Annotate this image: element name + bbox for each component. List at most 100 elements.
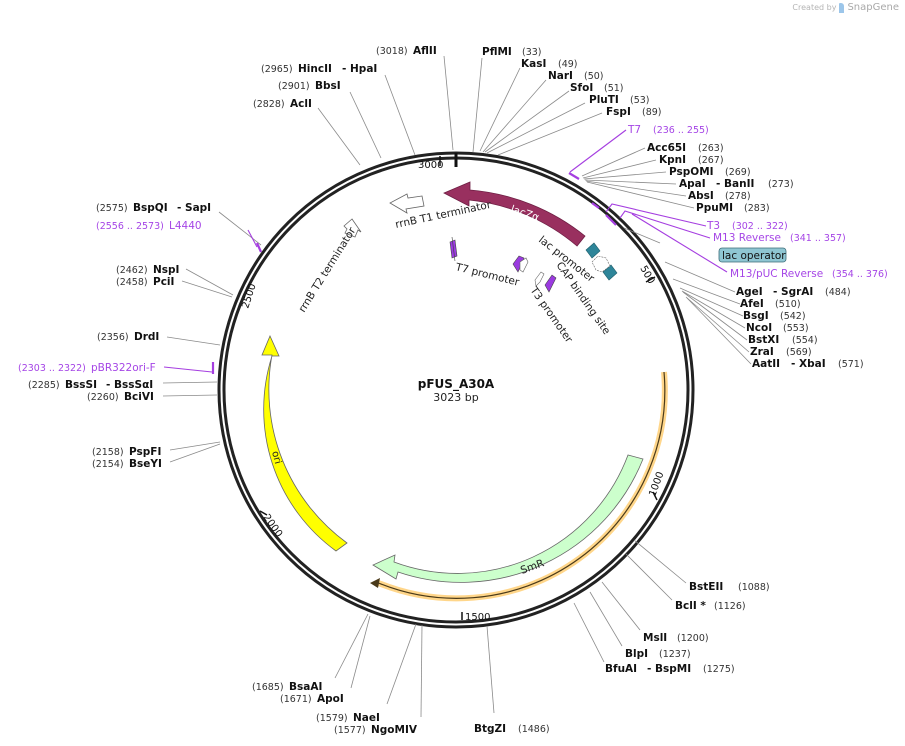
enzyme-ngomiv[interactable]: (1577) NgoMIV <box>334 724 418 736</box>
ori-label: ori <box>269 450 283 465</box>
svg-text:T7: T7 <box>627 124 641 136</box>
tick-1500: 1500 <box>465 612 490 623</box>
svg-text:PpuMI: PpuMI <box>696 202 733 214</box>
credit-brand: SnapGene <box>847 2 899 13</box>
enzyme-bcivi[interactable]: (2260) BciVI <box>87 391 154 403</box>
enzyme-afei[interactable]: AfeI (510) <box>740 298 801 310</box>
svg-text:KpnI: KpnI <box>659 154 686 166</box>
primer-t7[interactable]: T7 (236 .. 255) <box>627 124 709 136</box>
enzyme-aatii-xbai[interactable]: AatII - XbaI (571) <box>752 358 864 370</box>
svg-text:(2575): (2575) <box>96 203 128 214</box>
svg-text:- XbaI: - XbaI <box>791 358 826 370</box>
svg-text:(2965): (2965) <box>261 64 293 75</box>
svg-text:BlpI: BlpI <box>625 648 648 660</box>
enzyme-ppumi[interactable]: PpuMI (283) <box>696 202 770 214</box>
feature-t7-promoter[interactable]: T7 promoter <box>449 236 529 289</box>
primer-l4440[interactable]: (2556 .. 2573) L4440 <box>96 220 202 232</box>
credit-prefix: Created by <box>792 3 837 12</box>
enzyme-bsgi[interactable]: BsgI (542) <box>743 310 806 322</box>
enzyme-bfuai-bspmi[interactable]: BfuAI - BspMI (1275) <box>605 663 735 675</box>
svg-text:ZraI: ZraI <box>750 346 774 358</box>
enzyme-agei-sgrai[interactable]: AgeI - SgrAI (484) <box>736 286 851 298</box>
enzyme-pcii[interactable]: (2458) PciI <box>116 276 174 288</box>
enzyme-kasi[interactable]: KasI (49) <box>521 58 578 70</box>
enzyme-acc65i[interactable]: Acc65I (263) <box>647 142 724 154</box>
plasmid-length: 3023 bp <box>433 391 479 404</box>
svg-text:(2828): (2828) <box>253 99 285 110</box>
svg-text:lac operator: lac operator <box>722 250 786 262</box>
svg-text:PluTI: PluTI <box>589 94 619 106</box>
enzyme-apoi[interactable]: (1671) ApoI <box>280 693 344 705</box>
enzyme-naei[interactable]: (1579) NaeI <box>316 712 380 724</box>
svg-text:PspOMI: PspOMI <box>669 166 714 178</box>
svg-text:BseYI: BseYI <box>129 458 162 470</box>
svg-text:AflII: AflII <box>413 45 437 57</box>
enzyme-bsssi-bsssai[interactable]: (2285) BssSI - BssSαI <box>28 379 153 391</box>
enzyme-blpi[interactable]: BlpI (1237) <box>625 648 691 660</box>
enzyme-acli[interactable]: (2828) AclI <box>253 98 312 110</box>
enzyme-btgzi[interactable]: BtgZI (1486) <box>474 723 550 735</box>
svg-text:(89): (89) <box>642 107 662 118</box>
enzyme-sfoi[interactable]: SfoI (51) <box>570 82 624 94</box>
svg-text:(3018): (3018) <box>376 46 408 57</box>
enzyme-zrai[interactable]: ZraI (569) <box>750 346 812 358</box>
primer-m13-reverse[interactable]: M13 Reverse (341 .. 357) <box>713 232 846 244</box>
primer-t3[interactable]: T3 (302 .. 322) <box>706 220 788 232</box>
enzyme-kpni[interactable]: KpnI (267) <box>659 154 724 166</box>
lac-operator-badge[interactable]: lac operator <box>718 247 787 263</box>
enzyme-aflii[interactable]: (3018) AflII <box>376 45 437 57</box>
enzyme-bseyi[interactable]: (2154) BseYI <box>92 458 162 470</box>
snapgene-credit: Created by SnapGene <box>792 2 899 13</box>
svg-text:(302 .. 322): (302 .. 322) <box>732 221 788 232</box>
enzyme-bstxi[interactable]: BstXI (554) <box>748 334 818 346</box>
svg-text:- BssSαI: - BssSαI <box>106 379 153 391</box>
orf-highlight[interactable] <box>370 371 668 602</box>
svg-text:(2158): (2158) <box>92 447 124 458</box>
svg-text:(33): (33) <box>522 47 542 58</box>
svg-text:AclI: AclI <box>290 98 312 110</box>
svg-text:BsaAI: BsaAI <box>289 681 322 693</box>
primer-m13-puc-reverse[interactable]: M13/pUC Reverse (354 .. 376) <box>730 268 888 280</box>
enzyme-pspomi[interactable]: PspOMI (269) <box>669 166 751 178</box>
enzyme-apai-banii[interactable]: ApaI - BanII (273) <box>679 178 794 190</box>
primer-pbr322ori-f[interactable]: (2303 .. 2322) pBR322ori-F <box>18 362 156 374</box>
enzyme-msli[interactable]: MslI (1200) <box>643 632 709 644</box>
enzyme-drdi[interactable]: (2356) DrdI <box>97 331 159 343</box>
svg-text:M13 Reverse: M13 Reverse <box>713 232 781 244</box>
svg-text:ApoI: ApoI <box>317 693 344 705</box>
svg-text:(49): (49) <box>558 59 578 70</box>
enzyme-bbsi[interactable]: (2901) BbsI <box>278 80 341 92</box>
svg-text:(2154): (2154) <box>92 459 124 470</box>
svg-text:- HpaI: - HpaI <box>342 63 377 75</box>
feature-smr[interactable]: SmR <box>372 454 644 583</box>
svg-text:T3: T3 <box>706 220 720 232</box>
svg-text:PflMI: PflMI <box>482 46 512 58</box>
svg-text:(273): (273) <box>768 179 794 190</box>
feature-rrnb-t2[interactable]: rrnB T2 terminator <box>296 218 362 315</box>
feature-ori[interactable]: ori <box>261 334 348 552</box>
svg-text:(1088): (1088) <box>738 582 770 593</box>
svg-text:ApaI: ApaI <box>679 178 706 190</box>
svg-text:AbsI: AbsI <box>688 190 714 202</box>
enzyme-pflmi[interactable]: PflMI (33) <box>482 46 542 58</box>
svg-text:DrdI: DrdI <box>134 331 159 343</box>
enzyme-nari[interactable]: NarI (50) <box>548 70 604 82</box>
svg-text:BclI *: BclI * <box>675 600 706 612</box>
enzyme-ncoi[interactable]: NcoI (553) <box>746 322 809 334</box>
svg-text:PspFI: PspFI <box>129 446 161 458</box>
enzyme-hincii-hpai[interactable]: (2965) HincII - HpaI <box>261 63 377 75</box>
enzyme-bsaai[interactable]: (1685) BsaAI <box>252 681 322 693</box>
svg-text:(1275): (1275) <box>703 664 735 675</box>
svg-text:(554): (554) <box>792 335 818 346</box>
enzyme-absi[interactable]: AbsI (278) <box>688 190 751 202</box>
enzyme-bsteii[interactable]: BstEII (1088) <box>689 581 770 593</box>
svg-text:(278): (278) <box>725 191 751 202</box>
svg-text:BssSI: BssSI <box>65 379 97 391</box>
enzyme-pspfi[interactable]: (2158) PspFI <box>92 446 161 458</box>
enzyme-bcli[interactable]: BclI * (1126) <box>675 600 746 612</box>
enzyme-pluti[interactable]: PluTI (53) <box>589 94 650 106</box>
enzyme-fspi[interactable]: FspI (89) <box>606 106 662 118</box>
svg-text:(1200): (1200) <box>677 633 709 644</box>
enzyme-bspqi-sapi[interactable]: (2575) BspQI - SapI <box>96 202 211 214</box>
enzyme-nspi[interactable]: (2462) NspI <box>116 264 179 276</box>
